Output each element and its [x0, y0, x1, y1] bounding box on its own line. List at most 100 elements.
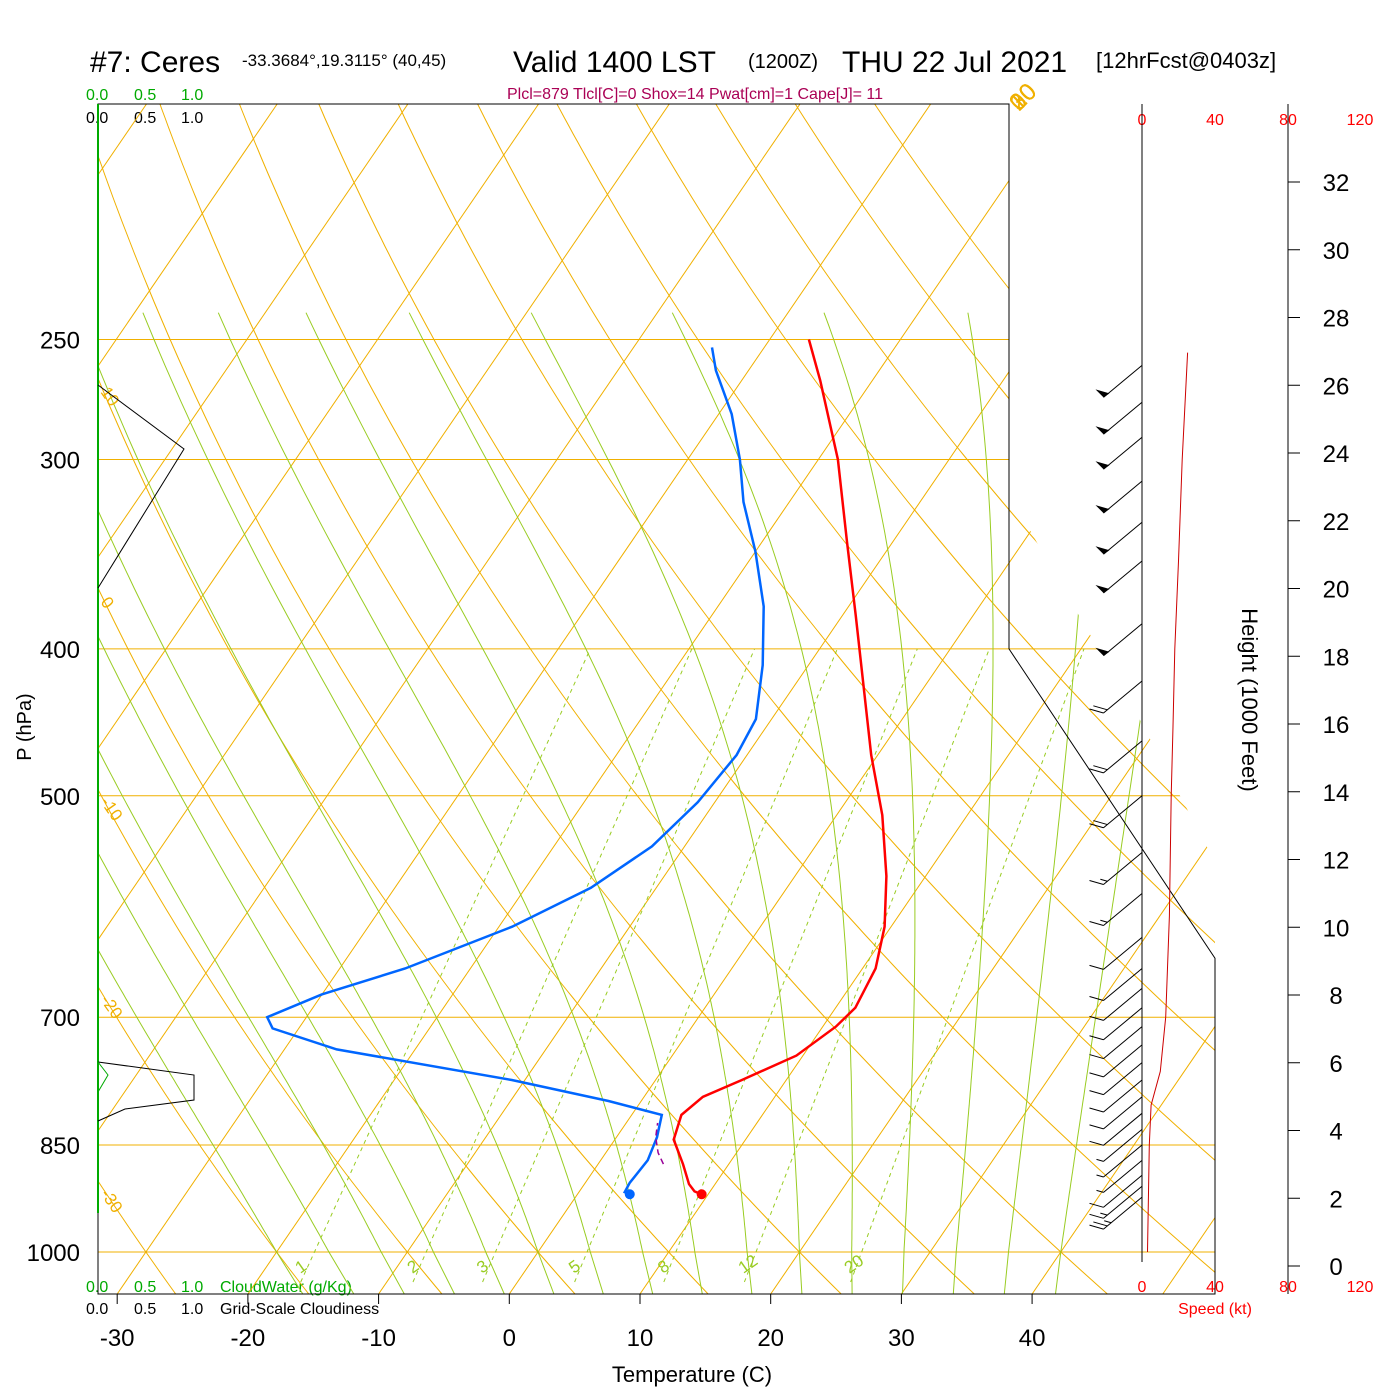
wind-barb-flag: [1095, 389, 1110, 398]
wind-barb-full: [1089, 708, 1104, 714]
wind-barb-full: [1089, 1107, 1104, 1113]
wind-barb-staff: [1103, 1196, 1143, 1230]
pressure-tick-label: 1000: [27, 1240, 80, 1267]
height-tick-label: 8: [1329, 983, 1342, 1010]
wind-barb-staff: [1103, 401, 1143, 435]
wind-barb-half: [1100, 1212, 1108, 1216]
wind-barb-full: [1089, 1072, 1104, 1078]
wind-barb-full: [1089, 1090, 1104, 1096]
isotherm-line: [98, 104, 416, 1294]
mixing-ratio-label: 20: [841, 1251, 867, 1277]
wind-barb-full: [1093, 820, 1108, 826]
wind-barb-staff: [1103, 795, 1143, 829]
wind-barb-full: [1089, 1124, 1104, 1130]
height-axis-title: Height (1000 Feet): [1237, 608, 1262, 791]
wind-barb-full: [1089, 1015, 1104, 1021]
wind-barb-half: [1104, 1220, 1112, 1224]
x-tick-label: 10: [627, 1325, 654, 1352]
mixing-ratio-line: [743, 648, 990, 1283]
wind-barb-flag: [1095, 647, 1110, 656]
wind-barb-staff: [1103, 852, 1143, 885]
wind-barb-full: [1089, 880, 1104, 885]
wind-barb-staff: [1103, 1096, 1143, 1130]
wind-barb-full: [1093, 705, 1108, 711]
dry-adiabat-line: [630, 104, 1215, 1294]
wind-barb-staff: [1103, 1185, 1143, 1219]
moist-adiabat-line: [671, 312, 853, 1294]
height-tick-label: 18: [1323, 644, 1350, 671]
wind-barb-staff: [1103, 1112, 1143, 1146]
wind-barb-staff: [1103, 1007, 1143, 1041]
wind-barb-half: [1096, 1189, 1104, 1193]
dry-adiabat-label: -10: [97, 793, 127, 824]
wind-barb-staff: [1103, 1062, 1143, 1096]
height-tick-label: 16: [1323, 712, 1350, 739]
moist-adiabat-line: [530, 312, 803, 1294]
sounding-series: [265, 339, 888, 1200]
wind-barb-half: [1096, 1174, 1104, 1178]
moist-adiabat-line: [823, 312, 916, 1294]
isotherm-line: [247, 104, 1069, 1294]
wind-barb-half: [1096, 1158, 1104, 1162]
x-tick-label: -30: [100, 1325, 135, 1352]
mixing-ratio-line: [482, 648, 756, 1283]
height-tick-label: 20: [1323, 577, 1350, 604]
wind-barb-full: [1089, 823, 1104, 829]
moist-adiabat-line: [98, 312, 455, 1294]
wind-barb-staff: [1103, 1159, 1143, 1193]
wind-barb-full: [1089, 920, 1104, 926]
moist-adiabat-line: [1003, 312, 1092, 1294]
wind-barb-full: [1089, 1213, 1104, 1219]
isotherm-line: [116, 104, 938, 1294]
station-coords: -33.3684°,19.3115° (40,45): [242, 51, 446, 70]
dry-adiabat-line: [98, 104, 576, 1294]
valid-time: Valid 1400 LST: [513, 46, 716, 79]
dry-adiabat-line: [867, 104, 1215, 1294]
wind-barb-staff: [1103, 1144, 1143, 1178]
height-tick-label: 4: [1329, 1119, 1342, 1146]
x-tick-label: 40: [1019, 1325, 1046, 1352]
valid-date: THU 22 Jul 2021: [842, 46, 1067, 79]
wind-barb-half: [1100, 919, 1108, 923]
dry-adiabat-line: [98, 104, 709, 1294]
x-tick-label: 0: [503, 1325, 516, 1352]
dry-adiabat-label: -30: [97, 1185, 127, 1216]
wind-barb-full: [1089, 1054, 1104, 1060]
cloud-tick: 0.5: [134, 110, 156, 127]
wind-barb-staff: [1103, 740, 1143, 774]
dry-adiabat-line: [98, 104, 310, 1294]
wind-barb-flag: [1095, 505, 1110, 514]
wind-barb-staff: [1103, 436, 1143, 470]
wind-barb-staff: [1103, 521, 1143, 555]
height-tick-label: 10: [1323, 915, 1350, 942]
height-tick-label: 0: [1329, 1254, 1342, 1281]
isotherm-line: [1162, 104, 1215, 1294]
isotherm-line: [98, 104, 285, 1294]
wind-barb-full: [1089, 964, 1104, 970]
height-tick-label: 32: [1323, 170, 1350, 197]
stability-indices: Plcl=879 Tlcl[C]=0 Shox=14 Pwat[cm]=1 Ca…: [507, 86, 883, 103]
cloud-tick: 1.0: [181, 87, 203, 104]
x-tick-label: -20: [231, 1325, 266, 1352]
wind-barb-staff: [1103, 1026, 1143, 1059]
cloud-tick: 1.0: [181, 1301, 203, 1318]
x-axis-title: Temperature (C): [612, 1362, 772, 1387]
dewpoint-line: [265, 347, 765, 1196]
isotherm-line: [1031, 104, 1215, 1294]
cloud-tick: 0.0: [86, 1279, 108, 1296]
speed-tick: 0: [1138, 1279, 1147, 1296]
wind-column: [1089, 104, 1189, 1262]
cloud-tick: 1.0: [181, 1279, 203, 1296]
isotherm-line: [639, 104, 1215, 1294]
plot-frame: [97, 103, 1216, 1295]
cloud-tick: 0.0: [86, 87, 108, 104]
zulu-time: (1200Z): [748, 51, 818, 73]
isotherm-line: [98, 104, 546, 1294]
cloudiness-profile-lower: [97, 1061, 195, 1122]
wind-barb-staff: [1103, 480, 1143, 514]
dry-adiabat-line: [234, 104, 1108, 1294]
temperature-surface-point: [696, 1189, 707, 1200]
dry-adiabat-line: [98, 104, 443, 1294]
mixing-ratio-line: [574, 648, 838, 1283]
wind-barb-full: [1089, 1035, 1104, 1041]
